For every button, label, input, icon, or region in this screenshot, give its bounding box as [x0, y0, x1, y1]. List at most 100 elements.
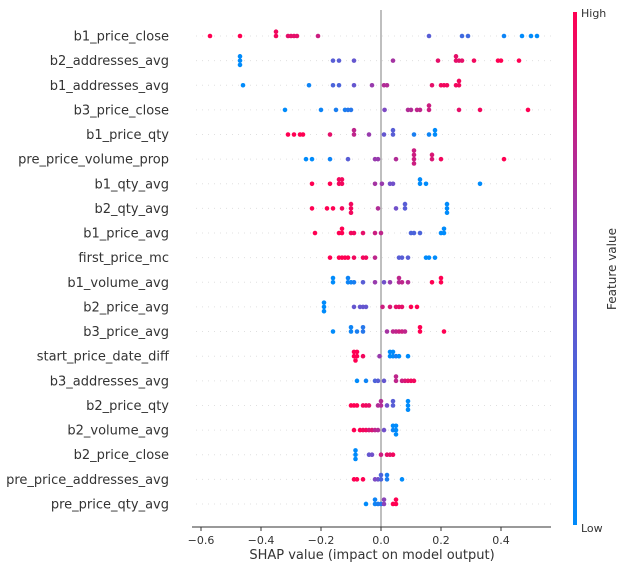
shap-point	[417, 324, 423, 330]
shap-point	[411, 378, 417, 384]
shap-point	[237, 33, 243, 39]
feature-rows: b1_price_close b2_addresses_avg b1_address…	[6, 30, 551, 512]
x-tick-label: −0.4	[248, 534, 275, 547]
shap-point	[327, 255, 333, 260]
shap-point	[375, 156, 381, 162]
shap-point	[351, 132, 357, 137]
feature-label: b3_price_close	[74, 103, 169, 118]
shap-point	[360, 477, 366, 482]
shap-point	[393, 423, 399, 429]
feature-label: pre_price_addresses_avg	[6, 473, 169, 488]
shap-point	[351, 127, 357, 133]
shap-point	[408, 304, 414, 310]
shap-point	[282, 107, 288, 113]
shap-point	[379, 181, 385, 187]
shap-point	[351, 304, 357, 310]
feature-label: b3_price_avg	[83, 325, 169, 340]
shap-point	[444, 210, 450, 216]
shap-point	[390, 403, 396, 408]
shap-point	[351, 280, 357, 285]
shap-point	[384, 403, 390, 408]
shap-point	[309, 156, 315, 162]
shap-point	[351, 82, 357, 88]
shap-point	[432, 255, 438, 260]
shap-point	[351, 427, 357, 433]
feature-label: pre_price_volume_prop	[18, 153, 169, 168]
points-layer	[207, 29, 540, 507]
shap-point	[363, 255, 369, 260]
colorbar-title: Feature value	[605, 228, 619, 310]
shap-point	[360, 329, 366, 334]
shap-point	[354, 329, 360, 334]
shap-point	[402, 329, 408, 334]
shap-point	[429, 156, 435, 162]
shap-point	[360, 280, 366, 285]
shap-point	[372, 280, 378, 285]
shap-point	[348, 324, 354, 330]
shap-point	[378, 477, 384, 482]
shap-point	[353, 456, 358, 462]
shap-point	[351, 58, 357, 63]
shap-point	[399, 255, 405, 260]
shap-point	[237, 58, 243, 63]
shap-point	[380, 304, 385, 310]
shap-point	[390, 132, 396, 137]
shap-point	[372, 497, 378, 502]
shap-point	[353, 448, 358, 453]
shap-point	[345, 275, 351, 281]
feature-label: b3_addresses_avg	[50, 374, 169, 389]
shap-point	[369, 82, 375, 88]
shap-point	[330, 58, 336, 63]
shap-point	[363, 378, 369, 384]
feature-label: first_price_mc	[78, 251, 169, 266]
feature-label: pre_price_qty_avg	[51, 497, 169, 512]
shap-point	[456, 82, 462, 88]
shap-point	[381, 497, 387, 502]
feature-label: b1_price_qty	[86, 128, 169, 143]
shap-point	[237, 54, 243, 59]
shap-point	[330, 206, 336, 211]
shap-point	[477, 181, 483, 187]
shap-point	[390, 58, 396, 63]
shap-point	[354, 378, 360, 384]
shap-point	[324, 206, 330, 211]
shap-point	[438, 280, 444, 285]
shap-point	[327, 156, 333, 162]
feature-label: b1_addresses_avg	[50, 79, 169, 94]
shap-point	[354, 403, 360, 408]
shap-point	[411, 152, 417, 158]
colorbar-high-label: High	[581, 7, 606, 20]
shap-point	[363, 501, 369, 507]
shap-point	[459, 33, 465, 39]
shap-point	[519, 33, 525, 39]
x-tick-label: −0.2	[308, 534, 335, 547]
shap-point	[390, 181, 396, 187]
shap-point	[384, 477, 390, 482]
shap-point	[393, 501, 399, 507]
shap-point	[417, 329, 423, 334]
shap-point	[366, 132, 372, 137]
shap-point	[360, 353, 366, 359]
shap-point	[399, 280, 405, 285]
shap-point	[525, 107, 531, 113]
shap-point	[411, 156, 417, 162]
shap-point	[339, 230, 345, 236]
shap-point	[378, 398, 384, 404]
shap-point	[393, 427, 399, 433]
shap-point	[372, 255, 378, 260]
shap-point	[285, 132, 291, 137]
shap-point	[426, 33, 432, 39]
shap-point	[363, 304, 369, 310]
shap-point	[459, 58, 465, 63]
shap-point	[375, 378, 381, 384]
shap-point	[336, 82, 342, 88]
shap-point	[360, 230, 366, 236]
shap-point	[393, 374, 399, 379]
shap-point	[426, 132, 432, 137]
shap-point	[321, 300, 327, 305]
shap-point	[405, 403, 411, 408]
shap-point	[330, 275, 336, 281]
shap-point	[333, 107, 339, 113]
shap-point	[240, 82, 246, 88]
shap-point	[393, 378, 399, 384]
